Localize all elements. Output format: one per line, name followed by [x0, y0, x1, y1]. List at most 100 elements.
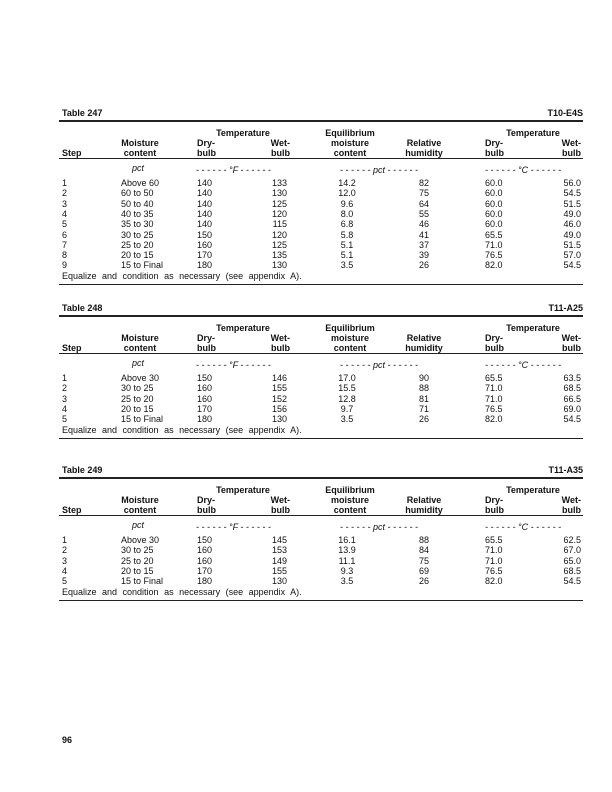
- cell-step: 7: [62, 239, 68, 250]
- header-drybulb-c-line2: bulb: [485, 505, 504, 515]
- table-row: 1 Above 30 150 145 16.1 88 65.5 62.5: [0, 535, 612, 545]
- cell-emc: 11.1: [338, 555, 356, 566]
- cell-drybulb-f: 150: [197, 373, 213, 383]
- cell-wetbulb-f: 145: [271, 535, 287, 545]
- unit-fahrenheit: - - - - - - °F - - - - - -: [196, 360, 271, 370]
- cell-moisture: 20 to 15: [121, 403, 154, 414]
- header-temperature-f: Temperature: [216, 128, 270, 138]
- header-wetbulb-f-line2: bulb: [271, 505, 290, 515]
- cell-drybulb-c: 71.0: [485, 393, 503, 404]
- cell-drybulb-f: 180: [197, 260, 213, 271]
- table-code: T11-A35: [548, 465, 583, 475]
- cell-drybulb-f: 160: [197, 545, 213, 556]
- cell-emc: 17.0: [338, 373, 356, 383]
- table-1: Table 247 T10-E4S Step Moisture content Tempe…: [0, 108, 612, 285]
- table-top-rule: [59, 315, 583, 317]
- header-temperature-f: Temperature: [216, 323, 270, 333]
- table-row: 8 20 to 15 170 135 5.1 39 76.5 57.0: [0, 250, 612, 260]
- cell-rh: 75: [418, 555, 429, 566]
- cell-wetbulb-f: 130: [271, 414, 287, 425]
- cell-rh: 26: [418, 414, 429, 425]
- cell-step: 1: [62, 178, 68, 188]
- cell-emc: 9.3: [340, 565, 354, 576]
- cell-step: 1: [62, 373, 68, 383]
- cell-moisture: 30 to 25: [121, 383, 154, 394]
- header-drybulb-f-line2: bulb: [197, 505, 216, 515]
- cell-wetbulb-c: 49.0: [563, 208, 581, 219]
- cell-wetbulb-c: 63.5: [563, 373, 581, 383]
- table-row: 3 25 to 20 160 149 11.1 75 71.0 65.0: [0, 556, 612, 566]
- header-emc-line2: moisture: [330, 333, 370, 343]
- header-moisture-line1: Moisture: [121, 333, 159, 343]
- cell-moisture: 35 to 30: [121, 219, 154, 230]
- cell-moisture: 15 to Final: [121, 414, 164, 425]
- cell-wetbulb-c: 54.5: [563, 414, 581, 425]
- cell-drybulb-c: 76.5: [485, 250, 503, 261]
- cell-drybulb-f: 140: [197, 219, 213, 230]
- cell-step: 5: [62, 576, 68, 587]
- cell-emc: 12.0: [338, 188, 356, 199]
- header-emc-line1: Equilibrium: [325, 485, 375, 495]
- header-wetbulb-f-line1: Wet-: [270, 495, 290, 505]
- table-row: 2 60 to 50 140 130 12.0 75 60.0 54.5: [0, 188, 612, 198]
- header-moisture-line1: Moisture: [121, 138, 159, 148]
- cell-wetbulb-c: 66.5: [563, 393, 581, 404]
- cell-drybulb-f: 170: [197, 250, 213, 261]
- header-step: Step: [62, 343, 82, 353]
- header-drybulb-f-line1: Dry-: [197, 495, 216, 505]
- cell-drybulb-f: 170: [197, 565, 213, 576]
- cell-emc: 9.6: [340, 198, 354, 209]
- cell-wetbulb-f: 130: [271, 260, 287, 271]
- cell-rh: 84: [418, 545, 429, 556]
- table-note: Equalize and condition as necessary (see…: [62, 424, 302, 435]
- table-row: 4 20 to 15 170 155 9.3 69 76.5 68.5: [0, 566, 612, 576]
- header-wetbulb-c-line1: Wet-: [561, 495, 581, 505]
- cell-step: 4: [62, 403, 68, 414]
- header-emc-line1: Equilibrium: [325, 128, 375, 138]
- header-drybulb-c-line1: Dry-: [485, 138, 504, 148]
- cell-wetbulb-f: 152: [271, 393, 287, 404]
- header-drybulb-f-line2: bulb: [197, 148, 216, 158]
- cell-drybulb-c: 82.0: [485, 260, 503, 271]
- cell-wetbulb-f: 120: [271, 229, 287, 240]
- table-title: Table 248: [62, 303, 103, 313]
- cell-step: 8: [62, 250, 68, 261]
- unit-moisture: pct: [131, 358, 145, 368]
- cell-drybulb-f: 160: [197, 239, 213, 250]
- header-emc-line3: content: [333, 148, 367, 158]
- cell-moisture: 50 to 40: [121, 198, 154, 209]
- header-rh-line2: humidity: [405, 148, 443, 158]
- cell-step: 2: [62, 545, 68, 556]
- cell-wetbulb-c: 65.0: [563, 555, 581, 566]
- cell-rh: 37: [418, 239, 429, 250]
- header-wetbulb-c-line1: Wet-: [561, 333, 581, 343]
- cell-wetbulb-f: 153: [271, 545, 287, 556]
- cell-drybulb-c: 82.0: [485, 576, 503, 587]
- header-wetbulb-c-line2: bulb: [562, 505, 581, 515]
- table-code: T11-A25: [548, 303, 583, 313]
- cell-drybulb-c: 71.0: [485, 239, 503, 250]
- cell-drybulb-f: 160: [197, 393, 213, 404]
- unit-celsius: - - - - - - °C - - - - - -: [485, 522, 562, 532]
- table-row: 3 50 to 40 140 125 9.6 64 60.0 51.5: [0, 199, 612, 209]
- cell-wetbulb-f: 149: [271, 555, 287, 566]
- table-row: 4 20 to 15 170 156 9.7 71 76.5 69.0: [0, 404, 612, 414]
- header-moisture-line2: content: [123, 505, 157, 515]
- cell-wetbulb-f: 155: [271, 383, 287, 394]
- page-number: 96: [62, 735, 73, 745]
- header-rh-line2: humidity: [405, 343, 443, 353]
- cell-drybulb-c: 71.0: [485, 545, 503, 556]
- header-wetbulb-f-line1: Wet-: [270, 333, 290, 343]
- cell-wetbulb-c: 51.5: [563, 239, 581, 250]
- table-note: Equalize and condition as necessary (see…: [62, 270, 302, 281]
- cell-drybulb-c: 82.0: [485, 414, 503, 425]
- header-rh-line2: humidity: [405, 505, 443, 515]
- cell-wetbulb-f: 156: [271, 403, 287, 414]
- cell-drybulb-c: 60.0: [485, 198, 503, 209]
- cell-wetbulb-c: 68.5: [563, 383, 581, 394]
- header-emc-line3: content: [333, 343, 367, 353]
- table-row: 6 30 to 25 150 120 5.8 41 65.5 49.0: [0, 230, 612, 240]
- table-title: Table 249: [62, 465, 103, 475]
- cell-wetbulb-f: 133: [271, 178, 287, 188]
